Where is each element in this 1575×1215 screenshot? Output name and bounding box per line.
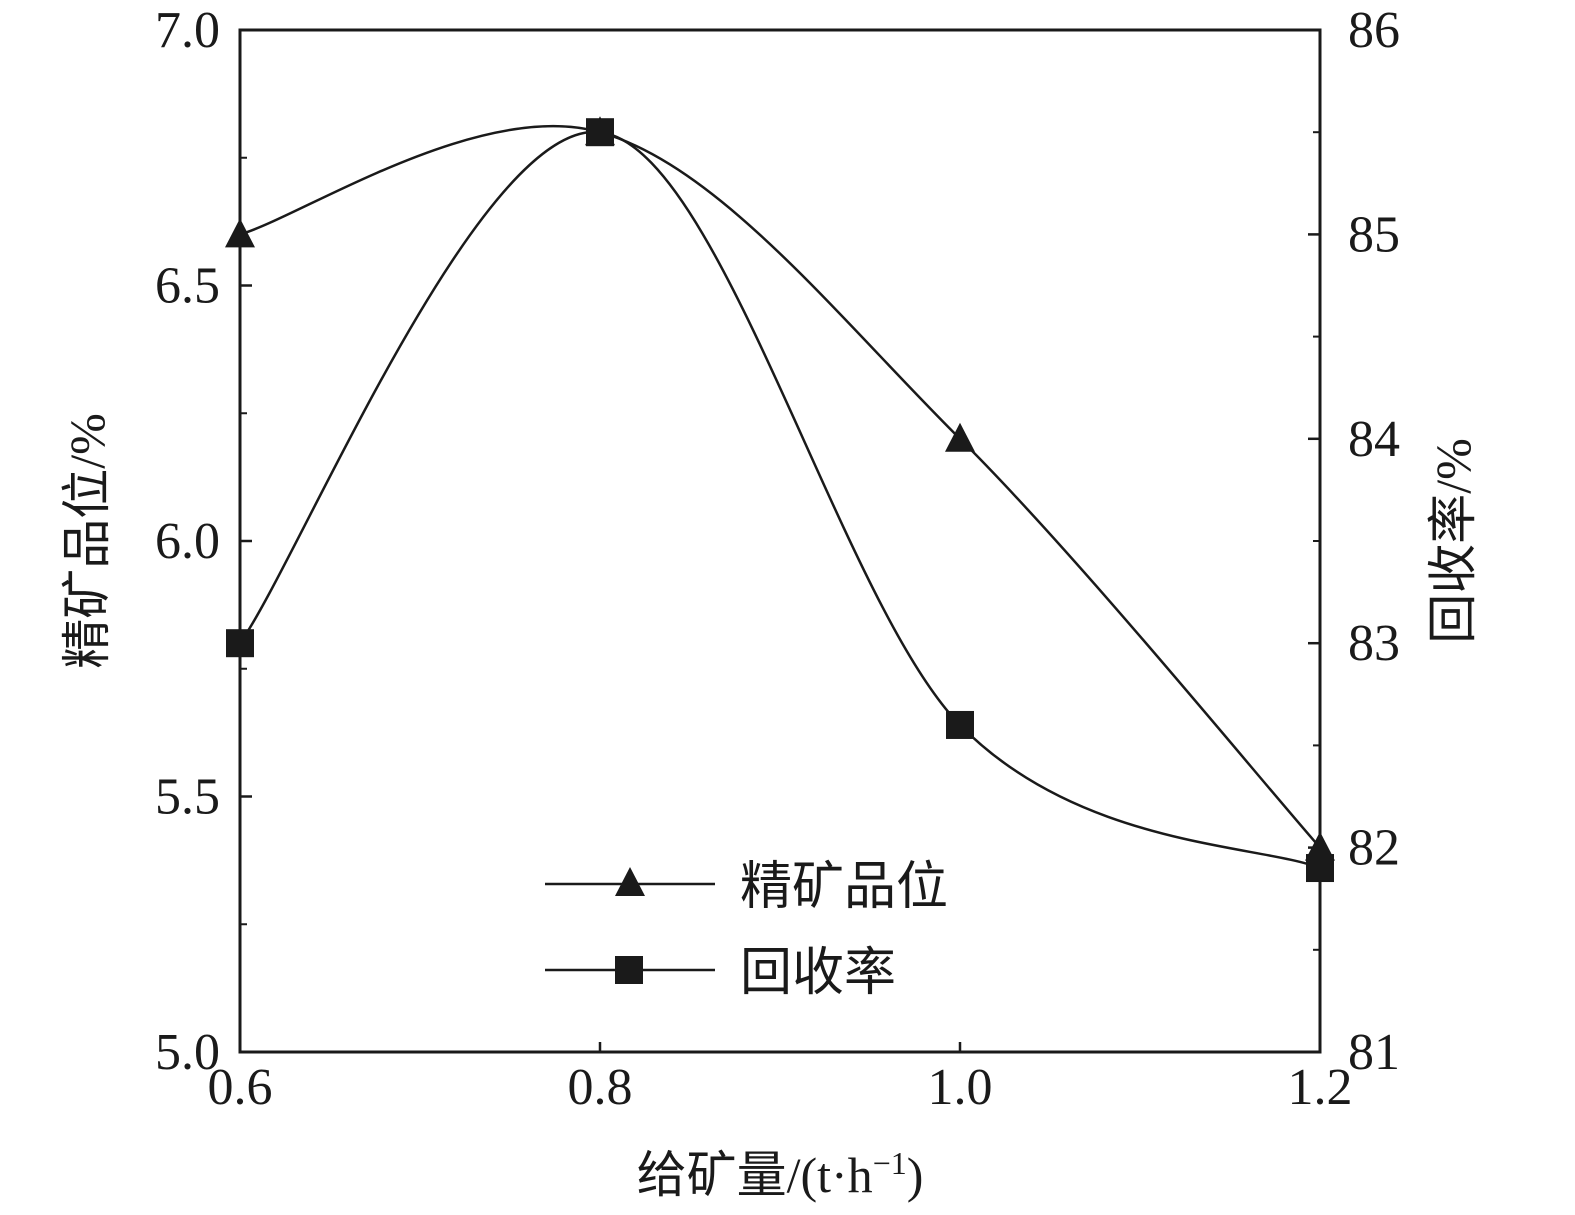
y-left-tick-label: 5.5 xyxy=(155,769,220,826)
y-right-tick-label: 81 xyxy=(1348,1024,1400,1081)
x-tick-label: 1.0 xyxy=(928,1059,993,1116)
y-right-tick-label: 82 xyxy=(1348,820,1400,877)
point-grade xyxy=(945,422,975,452)
x-axis-title: 给矿量/(t·h−1) xyxy=(637,1145,924,1203)
y-right-tick-label: 83 xyxy=(1348,615,1400,672)
point-recovery xyxy=(1306,854,1334,883)
point-recovery xyxy=(946,710,974,739)
legend-label-grade: 精矿品位 xyxy=(740,859,948,916)
y-left-tick-label: 6.5 xyxy=(155,258,220,315)
legend: 精矿品位 回收率 xyxy=(545,859,948,1002)
x-tick-label: 0.6 xyxy=(208,1059,273,1116)
y-right-tick-label: 84 xyxy=(1348,411,1400,468)
point-grade xyxy=(1305,831,1335,861)
y-axis-left: 5.0 5.5 6.0 6.5 7.0 xyxy=(155,2,252,1081)
legend-label-recovery: 回收率 xyxy=(740,945,896,1002)
y-left-tick-label: 5.0 xyxy=(155,1024,220,1081)
point-recovery xyxy=(226,629,254,658)
series-layer xyxy=(225,116,1335,883)
y-axis-right-title: 回收率/% xyxy=(1425,438,1481,644)
x-axis: 0.6 0.8 1.0 1.2 xyxy=(208,1042,1353,1116)
point-grade xyxy=(225,218,255,248)
y-axis-right: 81 82 83 84 85 86 xyxy=(1308,2,1400,1081)
point-recovery xyxy=(586,118,614,147)
series-line-grade xyxy=(239,124,1321,849)
y-right-tick-label: 86 xyxy=(1348,2,1400,59)
y-right-tick-label: 85 xyxy=(1348,206,1400,263)
x-tick-label: 1.2 xyxy=(1288,1059,1353,1116)
legend-marker-triangle xyxy=(615,867,645,896)
y-left-tick-label: 6.0 xyxy=(155,513,220,570)
y-axis-left-title: 精矿品位/% xyxy=(59,413,115,669)
y-left-tick-label: 7.0 xyxy=(155,2,220,59)
x-tick-label: 0.8 xyxy=(568,1059,633,1116)
legend-marker-square xyxy=(615,956,643,984)
series-line-recovery xyxy=(238,130,1321,870)
